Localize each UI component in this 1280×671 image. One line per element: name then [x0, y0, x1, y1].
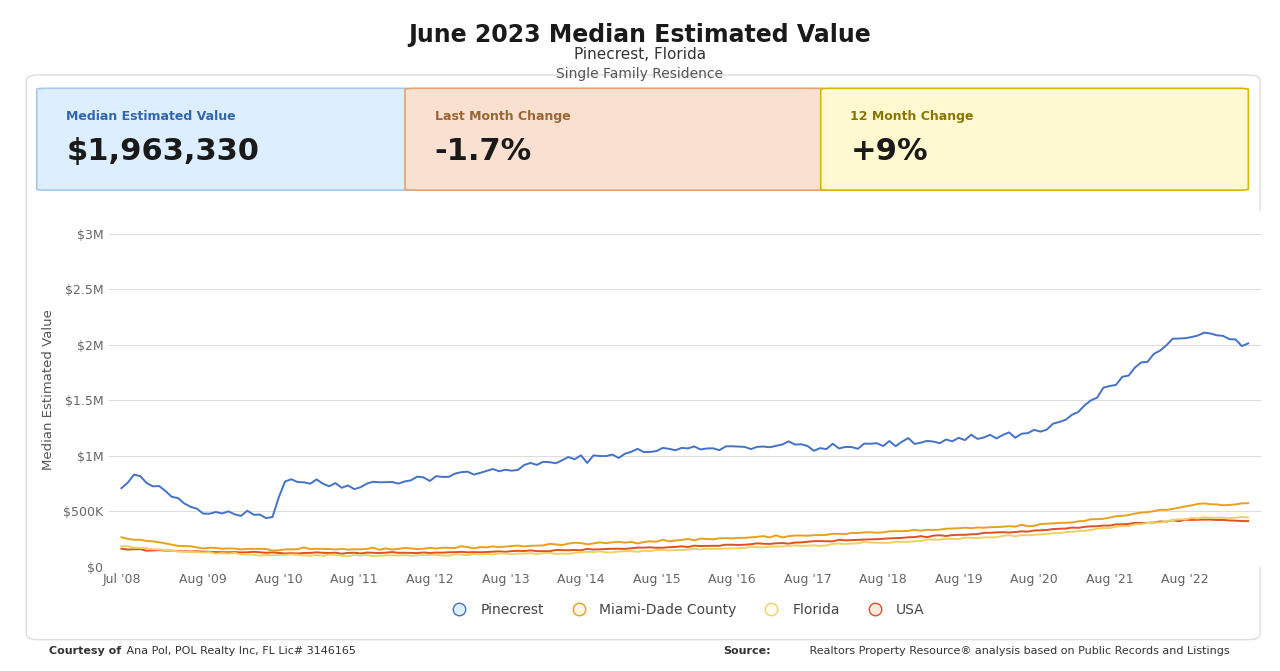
Text: 12 Month Change: 12 Month Change — [850, 110, 974, 123]
Legend: Pinecrest, Miami-Dade County, Florida, USA: Pinecrest, Miami-Dade County, Florida, U… — [440, 597, 929, 622]
Text: Pinecrest, Florida: Pinecrest, Florida — [573, 47, 707, 62]
Text: Median Estimated Value: Median Estimated Value — [67, 110, 236, 123]
FancyBboxPatch shape — [37, 89, 411, 190]
Text: $1,963,330: $1,963,330 — [67, 137, 260, 166]
FancyBboxPatch shape — [27, 75, 1260, 639]
Text: June 2023 Median Estimated Value: June 2023 Median Estimated Value — [408, 23, 872, 48]
Text: +9%: +9% — [850, 137, 928, 166]
Text: Last Month Change: Last Month Change — [435, 110, 571, 123]
Text: Realtors Property Resource® analysis based on Public Records and Listings: Realtors Property Resource® analysis bas… — [806, 646, 1230, 656]
Y-axis label: Median Estimated Value: Median Estimated Value — [42, 309, 55, 470]
Text: Ana Pol, POL Realty Inc, FL Lic# 3146165: Ana Pol, POL Realty Inc, FL Lic# 3146165 — [123, 646, 356, 656]
FancyBboxPatch shape — [404, 89, 827, 190]
FancyBboxPatch shape — [820, 89, 1248, 190]
Text: Courtesy of: Courtesy of — [49, 646, 120, 656]
Text: Single Family Residence: Single Family Residence — [557, 67, 723, 81]
Text: Source:: Source: — [723, 646, 771, 656]
Text: -1.7%: -1.7% — [435, 137, 532, 166]
